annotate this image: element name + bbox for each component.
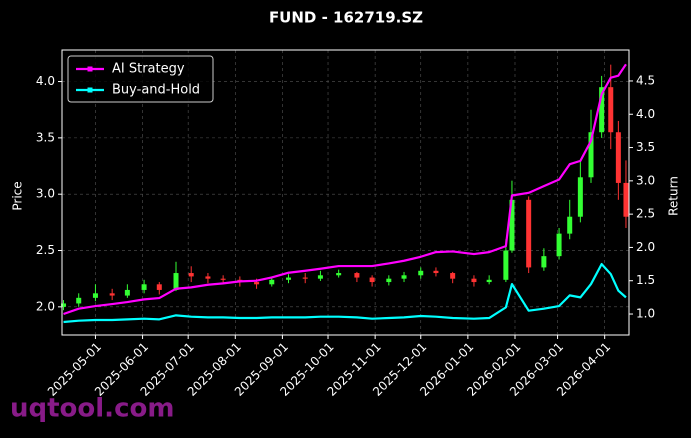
candle-body — [526, 199, 532, 268]
candle-body — [141, 284, 147, 290]
candle-body — [599, 87, 605, 133]
candle-body — [156, 284, 162, 290]
y-tick-label: 3.0 — [36, 187, 55, 201]
candle-body — [608, 87, 614, 133]
candle-body — [317, 275, 323, 279]
candle-body — [509, 199, 515, 251]
return-line — [63, 63, 627, 316]
candle-body — [76, 297, 82, 304]
candle-body — [285, 277, 291, 280]
candle-body — [556, 233, 562, 257]
candle-body — [302, 277, 308, 279]
candle-body — [124, 289, 130, 296]
candle-body — [354, 273, 360, 278]
candle-body — [173, 273, 179, 290]
watermark: uqtool.com — [10, 394, 174, 424]
candle-body — [471, 278, 477, 283]
candle-body — [220, 278, 226, 280]
candle-body — [615, 132, 621, 183]
candle-body — [541, 256, 547, 268]
candle-body — [386, 278, 392, 283]
candle-body — [503, 250, 509, 280]
y-tick-label: 2.5 — [36, 243, 55, 257]
y2-tick-label: 4.0 — [636, 107, 655, 121]
legend-marker — [87, 66, 93, 72]
candle-body — [567, 216, 573, 234]
y2-tick-label: 3.5 — [636, 140, 655, 154]
candle-body — [486, 279, 492, 283]
y-axis-label: Price — [11, 181, 25, 210]
candle-body — [418, 270, 424, 276]
y-tick-label: 4.0 — [36, 74, 55, 88]
candle-body — [61, 303, 67, 307]
candle-body — [369, 277, 375, 283]
legend-label: Buy-and-Hold — [112, 83, 200, 98]
candle-body — [401, 275, 407, 279]
y2-tick-label: 2.5 — [636, 207, 655, 221]
candle-body — [433, 270, 439, 274]
plot-frame — [61, 49, 630, 336]
candle-body — [336, 273, 342, 276]
candle-body — [109, 293, 115, 296]
y2-tick-label: 2.0 — [636, 240, 655, 254]
chart-title: FUND - 162719.SZ — [269, 9, 423, 27]
candle-body — [188, 273, 194, 277]
y2-tick-label: 1.5 — [636, 273, 655, 287]
candle-body — [254, 282, 260, 285]
candle-body — [588, 132, 594, 178]
candle-body — [450, 273, 456, 279]
y2-tick-label: 3.0 — [636, 173, 655, 187]
y-tick-label: 3.5 — [36, 130, 55, 144]
y2-axis-label: Return — [667, 176, 681, 216]
candle-body — [577, 177, 583, 217]
candle-body — [269, 279, 275, 285]
y-tick-label: 2.0 — [36, 299, 55, 313]
y2-tick-label: 4.5 — [636, 73, 655, 87]
return-line — [63, 262, 627, 324]
legend-marker — [87, 87, 93, 93]
y2-tick-label: 1.0 — [636, 307, 655, 321]
candle-body — [623, 182, 629, 217]
candle-body — [92, 293, 98, 298]
legend-box — [67, 55, 214, 103]
candle-body — [205, 276, 211, 279]
legend-label: AI Strategy — [112, 62, 185, 77]
